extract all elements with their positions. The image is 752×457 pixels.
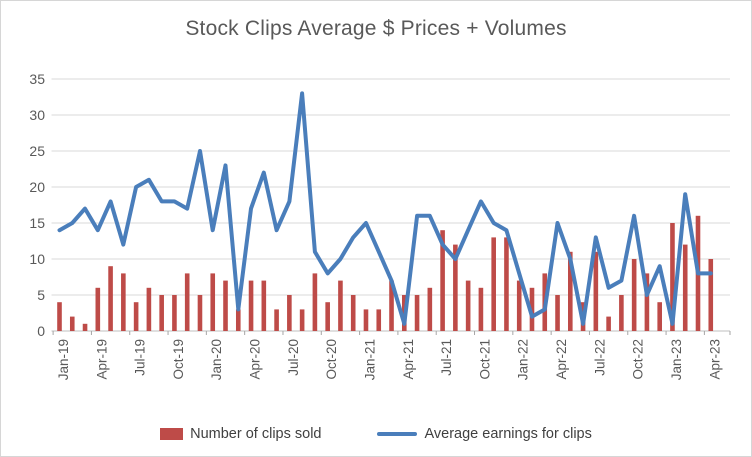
bar [516, 280, 522, 331]
bar [376, 309, 382, 331]
y-tick-label: 0 [37, 323, 45, 339]
bar [184, 273, 190, 331]
bar [478, 287, 484, 331]
bar [248, 280, 254, 331]
x-tick-label: Jul-21 [439, 339, 454, 376]
bar [274, 309, 279, 331]
line-series-swatch [377, 432, 418, 436]
legend: Number of clips sold Average earnings fo… [1, 426, 751, 442]
bar [529, 287, 535, 331]
bar [57, 302, 62, 331]
bar [82, 323, 88, 331]
legend-label: Average earnings for clips [424, 426, 592, 442]
x-tick-label: Apr-22 [554, 339, 569, 380]
y-tick-label: 5 [37, 287, 45, 303]
bar [491, 237, 496, 331]
y-tick-label: 15 [29, 215, 45, 231]
x-tick-label: Apr-19 [94, 339, 109, 380]
bar [235, 309, 241, 331]
bar [670, 223, 675, 331]
bar [133, 302, 139, 331]
legend-item-average-earnings: Average earnings for clips [377, 426, 592, 442]
x-tick-label: Jan-23 [669, 339, 684, 380]
bar [504, 237, 509, 331]
bar [657, 302, 662, 331]
x-tick-label: Oct-22 [631, 339, 646, 380]
x-tick-label: Oct-21 [477, 339, 492, 380]
y-tick-label: 30 [29, 107, 45, 123]
x-tick-label: Jul-19 [133, 339, 148, 376]
y-tick-label: 25 [29, 143, 45, 159]
bar [287, 295, 292, 331]
x-tick-label: Jan-22 [516, 339, 531, 380]
y-tick-label: 10 [29, 251, 45, 267]
bar [427, 287, 433, 331]
bar [223, 280, 228, 331]
bar [414, 295, 420, 331]
bar [299, 309, 305, 331]
bar [159, 295, 164, 331]
bar [95, 287, 101, 331]
x-tick-label: Apr-21 [401, 339, 416, 380]
y-tick-label: 35 [29, 71, 45, 87]
bar-series-swatch [160, 428, 184, 440]
bar [644, 273, 650, 331]
bar [363, 309, 369, 331]
bar [453, 244, 458, 331]
bar [350, 295, 356, 331]
y-tick-label: 20 [29, 179, 45, 195]
x-tick-label: Jan-20 [209, 339, 224, 380]
x-tick-label: Jul-22 [592, 339, 607, 376]
bar [121, 273, 126, 331]
bar [708, 259, 714, 331]
bar [440, 230, 445, 331]
x-tick-label: Jan-21 [362, 339, 377, 380]
bar [568, 251, 573, 331]
legend-label: Number of clips sold [190, 426, 322, 442]
x-tick-label: Jul-20 [286, 339, 301, 376]
bar [606, 316, 611, 331]
bar [593, 251, 599, 331]
bar [261, 280, 267, 331]
x-tick-label: Apr-23 [707, 339, 722, 380]
bar [312, 273, 318, 331]
x-tick-label: Oct-19 [171, 339, 186, 380]
bar [146, 287, 152, 331]
bar [69, 316, 75, 331]
bar [172, 295, 177, 331]
legend-item-clips-sold: Number of clips sold [160, 426, 321, 442]
x-tick-label: Apr-20 [248, 339, 263, 380]
chart-title: Stock Clips Average $ Prices + Volumes [185, 17, 567, 40]
bar [108, 266, 113, 331]
bar [465, 280, 471, 331]
bar [197, 295, 203, 331]
bar [555, 295, 560, 331]
bar [325, 302, 330, 331]
bar [389, 280, 394, 331]
x-tick-label: Jan-19 [56, 339, 71, 380]
bar [210, 273, 216, 331]
bar [631, 259, 637, 331]
bar [619, 295, 624, 331]
bar [338, 280, 343, 331]
earnings-line [57, 91, 713, 326]
x-tick-label: Oct-20 [324, 339, 339, 380]
bar [682, 244, 688, 331]
